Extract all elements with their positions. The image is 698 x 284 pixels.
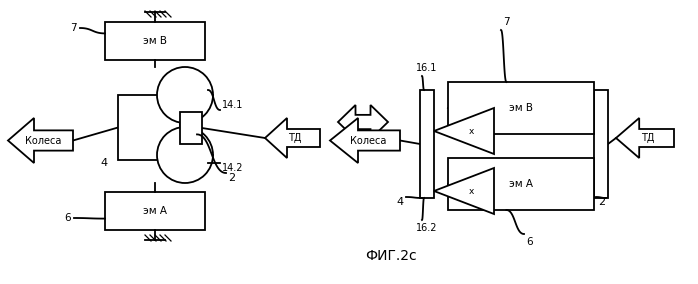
Bar [118, 95, 180, 160]
Polygon shape [434, 168, 494, 214]
Bar [105, 22, 205, 60]
Text: x: x [468, 187, 474, 195]
Text: 14.1: 14.1 [222, 100, 244, 110]
Bar [594, 90, 608, 198]
Bar [420, 90, 434, 198]
Text: эм А: эм А [143, 206, 167, 216]
Text: эм В: эм В [143, 36, 167, 46]
Text: 7: 7 [503, 17, 510, 27]
Text: Колеса: Колеса [350, 135, 386, 145]
Text: 16.2: 16.2 [416, 223, 438, 233]
Polygon shape [338, 105, 388, 139]
Text: 6: 6 [526, 237, 533, 247]
Text: ФИГ.2с: ФИГ.2с [365, 248, 417, 263]
Polygon shape [8, 118, 73, 163]
Text: 4: 4 [101, 158, 108, 168]
Text: 4: 4 [397, 197, 404, 207]
Polygon shape [330, 118, 400, 163]
Text: эм А: эм А [509, 179, 533, 189]
Bar [448, 82, 594, 134]
Circle shape [157, 67, 213, 123]
Text: 14.2: 14.2 [222, 163, 244, 173]
Polygon shape [434, 108, 494, 154]
Text: ТД: ТД [288, 133, 302, 143]
Text: Колеса: Колеса [25, 135, 61, 145]
Circle shape [157, 127, 213, 183]
Text: 7: 7 [70, 23, 77, 33]
Bar [448, 158, 594, 210]
Polygon shape [265, 118, 320, 158]
Text: 16.1: 16.1 [416, 63, 438, 73]
Text: 2: 2 [598, 197, 605, 207]
Text: ТД: ТД [641, 133, 654, 143]
Text: x: x [468, 126, 474, 135]
Text: 6: 6 [64, 213, 70, 223]
Bar [105, 192, 205, 230]
Bar [180, 112, 202, 144]
Text: 2: 2 [228, 173, 235, 183]
Text: эм В: эм В [509, 103, 533, 113]
Polygon shape [616, 118, 674, 158]
